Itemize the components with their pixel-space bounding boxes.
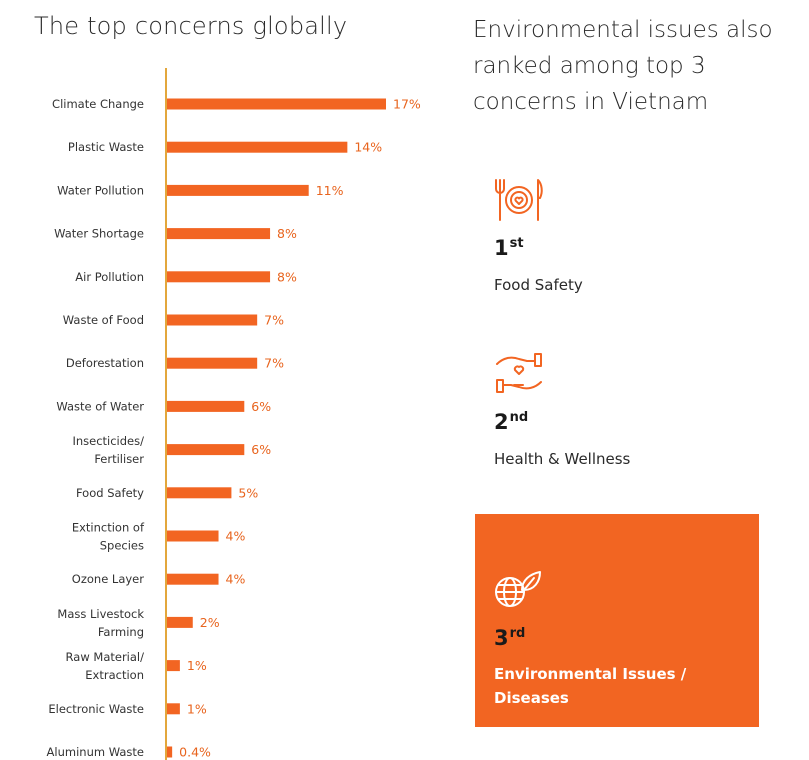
bar [167,660,180,672]
value-label: 1% [187,658,207,673]
value-label: 11% [316,183,344,198]
category-label: Plastic Waste [68,140,144,154]
bar [167,271,271,283]
value-label: 4% [226,572,246,587]
category-label: Mass Livestock Farming [57,607,144,639]
category-label: Ozone Layer [72,572,144,586]
chart-title: The top concerns globally [34,12,348,40]
concerns-bar-chart: 17% Climate Change 14% Plastic Waste 11% Wate… [47,68,421,760]
vietnam-panel-title: Environmental issues also ranked among t… [473,17,773,115]
value-label: 6% [251,442,271,457]
value-label: 5% [238,485,258,500]
bar [167,314,258,326]
bar [167,98,386,110]
category-label: Insecticides/Fertiliser [72,434,144,466]
bar [167,400,245,412]
category-label: Food Safety [76,486,144,500]
category-label: Water Pollution [57,183,144,197]
category-label: Raw Material/Extraction [66,650,145,682]
value-label: 7% [264,313,284,328]
bar [167,616,193,628]
value-label: 0.4% [179,745,211,760]
rank-2-block: 2nd Health & Wellness [494,352,744,470]
category-label: Climate Change [52,97,144,111]
category-label: Air Pollution [75,270,144,284]
bar [167,357,258,369]
rank-3-block: 3rd Environmental Issues / Diseases [494,568,744,710]
rank-2-number: 2nd [494,410,529,434]
value-label: 8% [277,226,297,241]
category-label: Water Shortage [54,227,144,241]
category-label: Waste of Food [63,313,144,327]
bar [167,141,348,153]
category-label: Deforestation [66,356,144,370]
value-label: 14% [354,140,382,155]
rank-3-label: Environmental Issues / Diseases [494,665,687,707]
hand-heart-icon [496,353,542,393]
category-label: Aluminum Waste [47,745,144,759]
rank-3-highlight-box: 3rd Environmental Issues / Diseases [475,514,759,727]
value-label: 7% [264,356,284,371]
category-label: Extinction of Species [72,521,145,553]
food-safety-icon [495,179,543,221]
bar [167,444,245,456]
value-label: 4% [226,529,246,544]
rank-1-label: Food Safety [494,276,583,294]
globe-leaf-icon [495,571,541,607]
value-label: 1% [187,701,207,716]
bar [167,530,219,542]
rank-1-block: 1st Food Safety [494,178,744,296]
bar [167,228,271,240]
value-label: 2% [200,615,220,630]
value-label: 17% [393,97,421,112]
bar [167,487,232,499]
rank-2-label: Health & Wellness [494,450,631,468]
rank-3-number: 3rd [494,626,526,650]
value-label: 8% [277,269,297,284]
bar [167,184,309,196]
category-label: Electronic Waste [48,702,144,716]
bar [167,573,219,585]
value-label: 6% [251,399,271,414]
bar [167,703,180,715]
rank-1-number: 1st [494,236,524,260]
bar [167,746,173,758]
category-label: Waste of Water [56,399,144,413]
